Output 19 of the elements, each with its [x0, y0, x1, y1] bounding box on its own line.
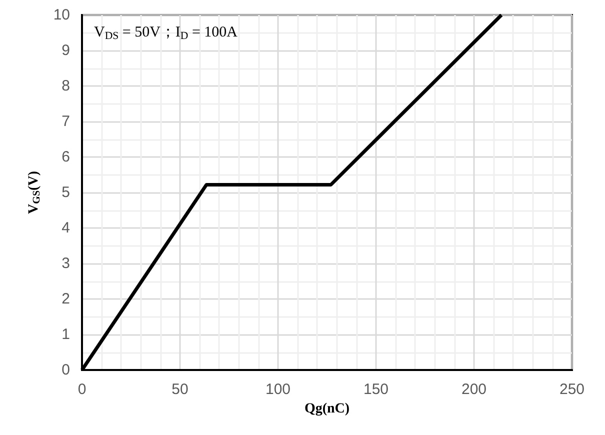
- x-tick-label: 200: [461, 381, 487, 398]
- x-axis-title: Qg(nC): [304, 401, 350, 416]
- y-tick-label: 9: [62, 42, 70, 59]
- y-tick-label: 6: [62, 148, 70, 166]
- y-axis-title: VGS(V): [26, 170, 42, 214]
- y-tick-label: 8: [62, 78, 70, 94]
- y-tick-label: 10: [53, 6, 70, 24]
- x-tick-label: 100: [265, 381, 291, 398]
- y-tick-label: 3: [62, 255, 70, 272]
- y-tick-label: 4: [62, 220, 70, 236]
- x-tick-label: 50: [172, 381, 188, 398]
- y-tick-label: 7: [62, 113, 70, 130]
- y-tick-label: 1: [62, 326, 70, 343]
- y-tick-label: 5: [62, 184, 70, 201]
- x-tick-label: 0: [78, 381, 86, 398]
- y-tick-label: 2: [62, 290, 70, 308]
- x-tick-label: 150: [363, 381, 389, 398]
- x-tick-label: 250: [559, 381, 585, 398]
- y-tick-label: 0: [62, 362, 70, 378]
